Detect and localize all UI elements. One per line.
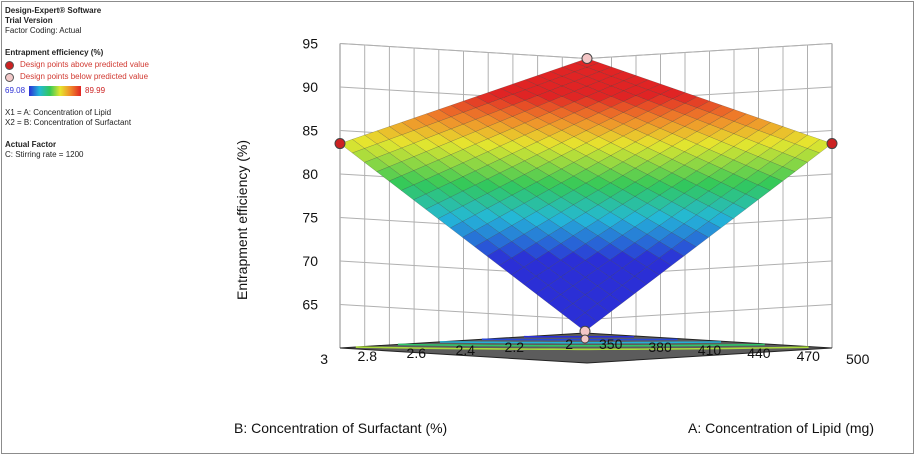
y-tick-label: 2 — [565, 336, 573, 352]
legend-above-label: Design points above predicted value — [20, 60, 149, 69]
x-tick-label: 440 — [747, 345, 771, 361]
color-scale-max: 89.99 — [85, 86, 106, 95]
color-scale: 69.08 89.99 — [5, 86, 149, 96]
x-tick-label: 350 — [599, 336, 623, 352]
x1-definition: X1 = A: Concentration of Lipid — [5, 108, 112, 117]
z-tick-label: 80 — [302, 166, 318, 182]
legend-above: Design points above predicted value — [5, 60, 149, 70]
floor-contour-line — [355, 346, 809, 351]
y-tick-label: 2.6 — [407, 345, 427, 361]
z-tick-label: 65 — [302, 297, 318, 313]
wall-edge — [586, 43, 833, 59]
z-tick-label: 95 — [302, 36, 318, 52]
actual-factor-title: Actual Factor — [5, 140, 57, 149]
z-tick-label: 85 — [302, 123, 318, 139]
x-tick-label: 470 — [797, 348, 821, 364]
design-point-above — [334, 138, 346, 150]
x-axis-label: A: Concentration of Lipid (mg) — [688, 420, 874, 436]
design-point-below — [581, 53, 593, 64]
surface-cell — [572, 312, 598, 332]
x2-definition: X2 = B: Concentration of Surfactant — [5, 118, 132, 127]
color-scale-min: 69.08 — [5, 86, 26, 95]
floor-polygon — [339, 332, 833, 364]
floor-plane — [339, 332, 833, 364]
coding-label: Factor Coding: Actual — [5, 26, 82, 35]
y-tick-label: 2.8 — [358, 348, 378, 364]
wall-grid-line — [586, 304, 833, 320]
x-tick-label: 380 — [648, 339, 672, 355]
legend-below-label: Design points below predicted value — [20, 72, 149, 81]
y-axis-label: B: Concentration of Surfactant (%) — [234, 420, 447, 436]
dot-below-icon — [5, 72, 14, 82]
y-tick-label: 2.2 — [505, 339, 525, 355]
software-name: Design-Expert® Software — [5, 6, 102, 15]
response-surface — [339, 58, 833, 332]
x-tick-label: 500 — [846, 351, 870, 367]
version-label: Trial Version — [5, 16, 53, 25]
axis-ticks: 65 70 75 80 85 90 95 350 380 410 440 470 500 2 2.2 2.4 2… — [302, 36, 869, 368]
y-tick-label: 3 — [320, 351, 328, 367]
response-title: Entrapment efficiency (%) — [5, 48, 104, 57]
design-points — [334, 53, 838, 344]
floor-contour-line — [439, 341, 722, 344]
legend-panel: Design-Expert® Software Trial Version Fa… — [5, 6, 149, 160]
stirring-rate-label: C: Stirring rate = 1200 — [5, 150, 84, 159]
z-axis-label: Entrapment efficiency (%) — [234, 140, 250, 300]
floor-contour-line — [397, 343, 765, 347]
design-point-floor — [580, 334, 590, 344]
wall-edge — [339, 43, 588, 59]
legend-below: Design points below predicted value — [5, 72, 149, 82]
color-gradient-bar — [29, 86, 82, 96]
wall-grid-line — [339, 304, 588, 320]
y-tick-label: 2.4 — [456, 342, 476, 358]
dot-above-icon — [5, 60, 14, 70]
z-tick-label: 90 — [302, 79, 318, 95]
z-tick-label: 75 — [302, 210, 318, 226]
design-point-above — [826, 138, 838, 150]
z-tick-label: 70 — [302, 253, 318, 269]
x-tick-label: 410 — [698, 342, 722, 358]
